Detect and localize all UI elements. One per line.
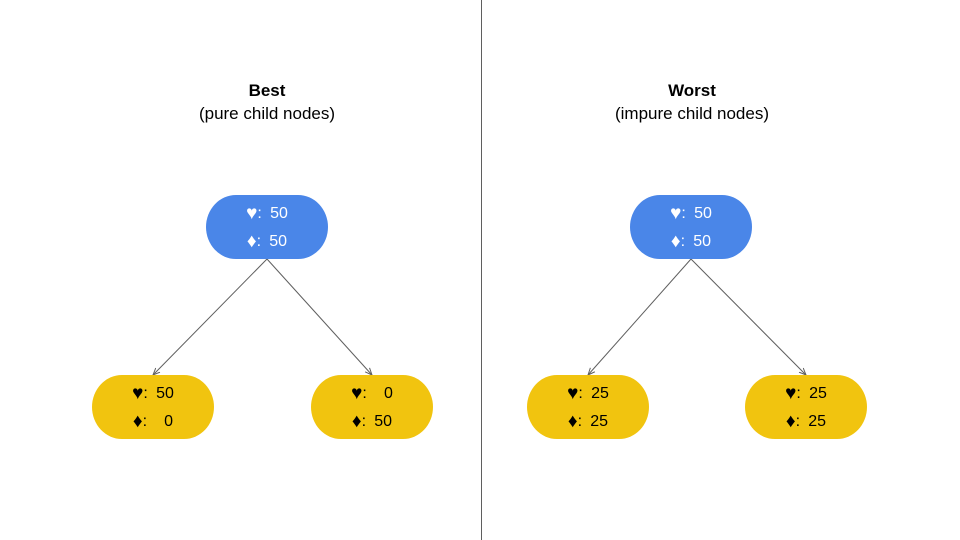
worst-right-diamonds: 25 [808, 413, 827, 430]
worst-left-node: ♥:25 ♦:25 [527, 375, 649, 439]
worst-right-hearts-row: ♥:25 [785, 383, 827, 404]
worst-right-node: ♥:25 ♦:25 [745, 375, 867, 439]
best-right-node: ♥:0 ♦:50 [311, 375, 433, 439]
best-right-hearts-row: ♥:0 [351, 383, 393, 404]
worst-root-hearts-row: ♥:50 [670, 203, 712, 224]
worst-root-hearts: 50 [694, 205, 712, 222]
heart-icon: ♥ [132, 383, 144, 404]
worst-panel-title: Worst (impure child nodes) [542, 79, 842, 125]
best-panel-title: Best (pure child nodes) [117, 79, 417, 125]
best-right-hearts: 0 [383, 385, 393, 402]
best-right-diamonds-row: ♦:50 [351, 411, 393, 432]
diamond-icon: ♦ [785, 411, 796, 432]
worst-heading: Worst [668, 81, 716, 100]
edge-best-left [153, 258, 268, 375]
worst-root-diamonds: 50 [693, 233, 712, 250]
worst-subtitle: (impure child nodes) [614, 104, 769, 123]
diamond-icon: ♦ [670, 231, 681, 252]
best-root-diamonds-row: ♦:50 [246, 231, 288, 252]
best-root-diamonds: 50 [269, 233, 288, 250]
diamond-icon: ♦ [351, 411, 362, 432]
worst-left-hearts: 25 [591, 385, 609, 402]
best-left-diamonds-row: ♦:0 [132, 411, 174, 432]
heart-icon: ♥ [670, 203, 682, 224]
heart-icon: ♥ [567, 383, 579, 404]
best-right-diamonds: 50 [374, 413, 393, 430]
diamond-icon: ♦ [567, 411, 578, 432]
edge-best-right [266, 258, 372, 375]
diamond-icon: ♦ [246, 231, 257, 252]
best-left-hearts: 50 [156, 385, 174, 402]
best-left-node: ♥:50 ♦:0 [92, 375, 214, 439]
heart-icon: ♥ [351, 383, 363, 404]
worst-root-node: ♥:50 ♦:50 [630, 195, 752, 259]
edge-worst-right [690, 258, 806, 375]
best-root-hearts-row: ♥:50 [246, 203, 288, 224]
worst-root-diamonds-row: ♦:50 [670, 231, 712, 252]
heart-icon: ♥ [246, 203, 258, 224]
worst-right-diamonds-row: ♦:25 [785, 411, 827, 432]
worst-right-hearts: 25 [809, 385, 827, 402]
panel-divider [481, 0, 482, 540]
worst-left-diamonds-row: ♦:25 [567, 411, 609, 432]
best-root-node: ♥:50 ♦:50 [206, 195, 328, 259]
edge-worst-left [588, 258, 692, 375]
best-left-diamonds: 0 [164, 413, 174, 430]
best-root-hearts: 50 [270, 205, 288, 222]
worst-left-diamonds: 25 [590, 413, 609, 430]
heart-icon: ♥ [785, 383, 797, 404]
diamond-icon: ♦ [132, 411, 143, 432]
best-subtitle: (pure child nodes) [198, 104, 336, 123]
best-heading: Best [248, 81, 286, 100]
best-left-hearts-row: ♥:50 [132, 383, 174, 404]
worst-left-hearts-row: ♥:25 [567, 383, 609, 404]
